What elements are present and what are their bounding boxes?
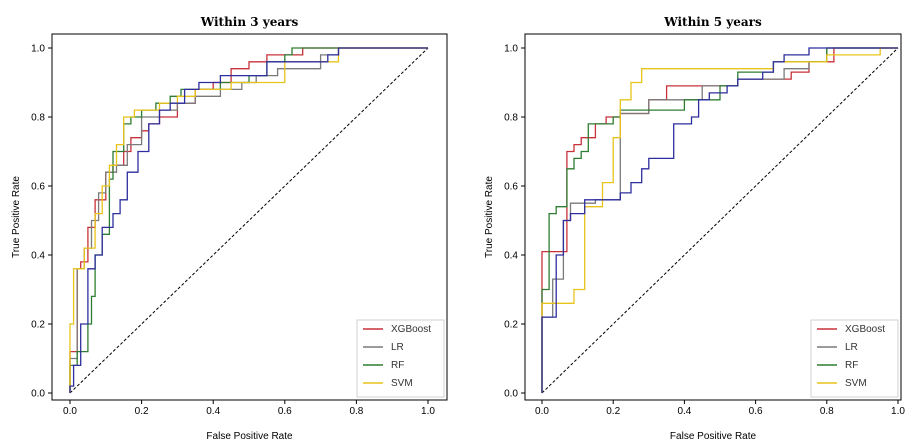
plot-frame bbox=[524, 33, 902, 401]
y-tick-label: 0.6 bbox=[31, 182, 45, 193]
legend-box bbox=[356, 319, 445, 398]
x-tick-label: 0.6 bbox=[278, 406, 292, 417]
y-tick-label: 0.0 bbox=[504, 389, 518, 400]
roc-panel-3-years: Within 3 years 0.0 0.0 0.2 0.2 0.4 0.4 0.6 0.6 0.… bbox=[11, 15, 448, 442]
roc-curve-svm bbox=[541, 47, 898, 393]
chart-title: Within 3 years bbox=[200, 15, 299, 29]
y-tick-label: 0.0 bbox=[31, 389, 45, 400]
y-tick-label: 0.4 bbox=[504, 251, 518, 262]
y-tick-label: 0.2 bbox=[31, 320, 45, 331]
legend-box bbox=[810, 319, 899, 398]
legend-label-svm: SVM bbox=[391, 378, 413, 389]
chance-diagonal-line bbox=[69, 47, 429, 394]
legend-label-rf: RF bbox=[845, 360, 858, 371]
y-axis-label: True Positive Rate bbox=[484, 176, 495, 258]
x-tick-label: 0.8 bbox=[820, 406, 834, 417]
x-tick-label: 0.0 bbox=[63, 406, 77, 417]
legend-label-svm: SVM bbox=[845, 378, 867, 389]
x-tick-label: 0.2 bbox=[606, 406, 620, 417]
x-tick-label: 1.0 bbox=[421, 406, 435, 417]
x-axis-label: False Positive Rate bbox=[670, 431, 757, 442]
roc-curve-unlabeled bbox=[69, 47, 428, 393]
legend-label-lr: LR bbox=[391, 342, 404, 353]
roc-panel-5-years: Within 5 years 0.0 0.0 0.2 0.2 0.4 0.4 0.6 0.6 0.… bbox=[484, 15, 905, 442]
x-tick-label: 0.4 bbox=[206, 406, 220, 417]
x-tick-label: 0.8 bbox=[349, 406, 363, 417]
legend-label-xgboost: XGBoost bbox=[845, 324, 885, 335]
chart-title: Within 5 years bbox=[663, 15, 762, 29]
x-tick-label: 0.4 bbox=[677, 406, 691, 417]
y-tick-label: 0.2 bbox=[504, 320, 518, 331]
y-tick-label: 0.8 bbox=[31, 113, 45, 124]
legend-label-rf: RF bbox=[391, 360, 404, 371]
roc-curve-rf bbox=[541, 47, 898, 393]
y-tick-label: 0.4 bbox=[31, 251, 45, 262]
x-tick-label: 0.0 bbox=[535, 406, 549, 417]
y-tick-label: 0.8 bbox=[504, 113, 518, 124]
plot-frame bbox=[51, 33, 448, 401]
y-axis-label: True Positive Rate bbox=[11, 176, 22, 258]
legend-label-xgboost: XGBoost bbox=[391, 324, 431, 335]
x-tick-label: 1.0 bbox=[891, 406, 905, 417]
roc-curve-lr bbox=[541, 47, 898, 393]
x-tick-label: 0.2 bbox=[135, 406, 149, 417]
roc-curve-svm bbox=[69, 47, 428, 393]
y-tick-label: 1.0 bbox=[504, 44, 518, 55]
x-tick-label: 0.6 bbox=[749, 406, 763, 417]
y-tick-label: 1.0 bbox=[31, 44, 45, 55]
roc-curve-unlabeled bbox=[541, 47, 898, 393]
legend-label-lr: LR bbox=[845, 342, 858, 353]
chance-diagonal-line bbox=[541, 47, 899, 394]
y-tick-label: 0.6 bbox=[504, 182, 518, 193]
x-axis-label: False Positive Rate bbox=[206, 431, 293, 442]
